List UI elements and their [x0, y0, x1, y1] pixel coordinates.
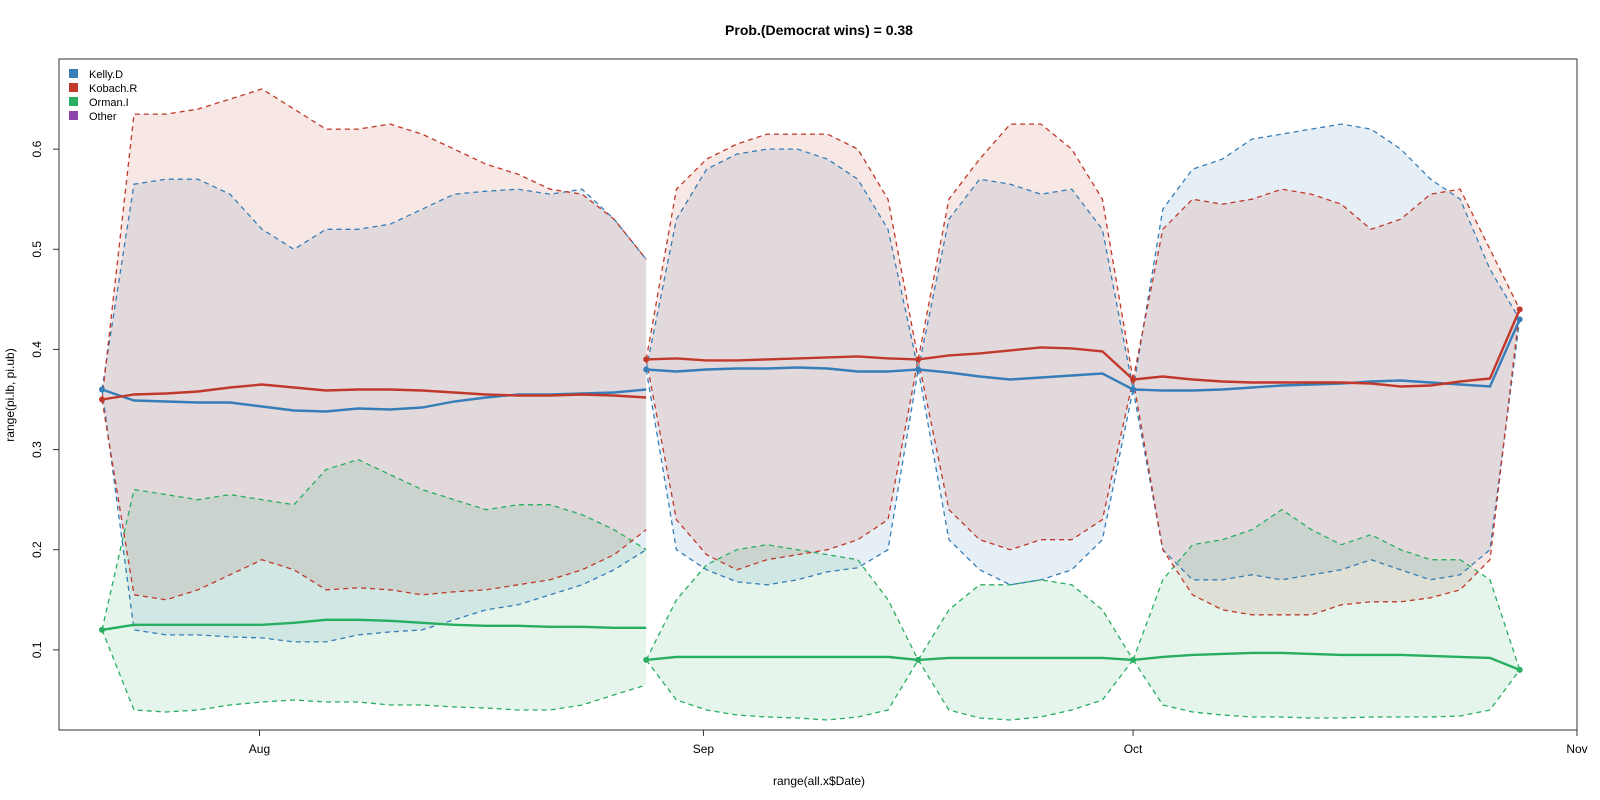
kelly-d-band-3: [918, 179, 1134, 585]
kelly-d-mean-line-2: [646, 366, 919, 373]
orman-i-mean-line-1: [101, 618, 647, 632]
legend: Kelly.D Kobach.R Orman.I Other: [69, 69, 137, 123]
kobach-r-mean-line-4: [1132, 308, 1521, 388]
orman-i-upper-line-4: [1132, 508, 1521, 671]
orman-i-band-1: [102, 459, 647, 712]
orman-i-band-4: [1133, 509, 1520, 718]
kobach-r-lower-line-4: [1132, 309, 1521, 616]
orman-i-upper-line-2: [645, 544, 919, 661]
orman-i-lower-line-3: [917, 659, 1134, 721]
kelly-d-band-4: [1133, 124, 1520, 580]
y-tick-label-5: 0.5: [30, 241, 44, 258]
orman-i-mean-line-4: [1132, 651, 1521, 672]
legend-label-kelly-d: Kelly.D: [89, 69, 123, 81]
kobach-r-poll-point-4: [1130, 376, 1137, 383]
kelly-d-lower-line-4: [1132, 319, 1521, 581]
x-tick-label-4: Nov: [1566, 742, 1587, 756]
orman-i-lower-line-2: [645, 659, 919, 721]
legend-label-orman-i: Orman.I: [89, 97, 129, 109]
legend-swatch-kobach-r: [69, 83, 78, 92]
legend-label-other: Other: [89, 111, 117, 123]
orman-i-poll-point-3: [915, 656, 922, 663]
kelly-d-band-1: [102, 179, 647, 642]
orman-i-band-3: [918, 579, 1134, 720]
kobach-r-lower-line-1: [101, 399, 647, 601]
chart-title: Prob.(Democrat wins) = 0.38: [725, 22, 913, 38]
y-tick-label-1: 0.1: [30, 641, 44, 658]
kobach-r-band-3: [918, 124, 1134, 550]
interval-bands: [102, 89, 1520, 720]
kelly-d-poll-point-2: [643, 366, 650, 373]
legend-swatch-kelly-d: [69, 69, 78, 78]
kobach-r-band-4: [1133, 189, 1520, 615]
x-tick-label-2: Sep: [693, 742, 715, 756]
y-tick-label-4: 0.4: [30, 341, 44, 358]
x-tick-label-3: Oct: [1124, 742, 1143, 756]
kelly-d-upper-line-1: [101, 178, 647, 390]
poll-points: [99, 306, 1523, 673]
kobach-r-poll-point-2: [643, 356, 650, 363]
kobach-r-poll-point-1: [99, 396, 105, 403]
kobach-r-upper-line-3: [917, 123, 1134, 380]
y-tick-label-2: 0.2: [30, 541, 44, 558]
orman-i-lower-line-1: [101, 629, 647, 713]
kobach-r-poll-point-5: [1516, 306, 1523, 313]
orman-i-poll-point-4: [1130, 656, 1137, 663]
orman-i-poll-point-2: [643, 656, 650, 663]
kobach-r-mean-line-2: [646, 355, 919, 362]
y-tick-label-3: 0.3: [30, 441, 44, 458]
y-axis: 0.1 0.2 0.3 0.4 0.5 0.6: [30, 59, 60, 730]
lower-bound-lines: [101, 309, 1521, 721]
kobach-r-band-1: [102, 89, 647, 600]
x-axis-label: range(all.x$Date): [773, 774, 865, 788]
kobach-r-mean-line-1: [101, 383, 647, 401]
legend-swatch-orman-i: [69, 97, 78, 106]
x-tick-label-1: Aug: [249, 742, 270, 756]
y-axis-label: range(pi.lb, pi.ub): [3, 348, 17, 441]
orman-i-band-2: [646, 544, 919, 720]
kobach-r-upper-line-4: [1132, 188, 1521, 380]
kobach-r-mean-line-3: [918, 346, 1134, 381]
kelly-d-poll-point-3: [915, 366, 922, 373]
kobach-r-upper-line-1: [101, 88, 647, 400]
x-axis: Aug Sep Oct Nov: [59, 729, 1588, 756]
kobach-r-band-2: [646, 134, 919, 570]
orman-i-poll-point-5: [1516, 666, 1523, 673]
kelly-d-poll-point-1: [99, 386, 105, 393]
mean-lines: [101, 308, 1521, 672]
kelly-d-mean-line-3: [918, 368, 1134, 391]
kelly-d-lower-line-1: [101, 389, 647, 643]
orman-i-mean-line-3: [918, 656, 1134, 662]
legend-swatch-other: [69, 111, 78, 120]
kelly-d-mean-line-4: [1133, 318, 1521, 392]
kelly-d-lower-line-3: [917, 369, 1134, 586]
orman-i-poll-point-1: [99, 626, 105, 633]
kelly-d-upper-line-4: [1132, 123, 1521, 390]
orman-i-mean-line-2: [646, 655, 919, 662]
kobach-r-poll-point-3: [915, 356, 922, 363]
orman-i-lower-line-4: [1132, 659, 1521, 719]
orman-i-upper-line-1: [101, 458, 647, 631]
kelly-d-upper-line-2: [645, 148, 919, 370]
kelly-d-lower-line-2: [645, 369, 919, 586]
y-tick-label-6: 0.6: [30, 140, 44, 157]
kobach-r-lower-line-2: [645, 359, 919, 571]
kobach-r-lower-line-3: [917, 359, 1134, 551]
legend-label-kobach-r: Kobach.R: [89, 83, 137, 95]
kelly-d-poll-point-5: [1516, 316, 1523, 323]
kelly-d-poll-point-4: [1130, 386, 1137, 393]
